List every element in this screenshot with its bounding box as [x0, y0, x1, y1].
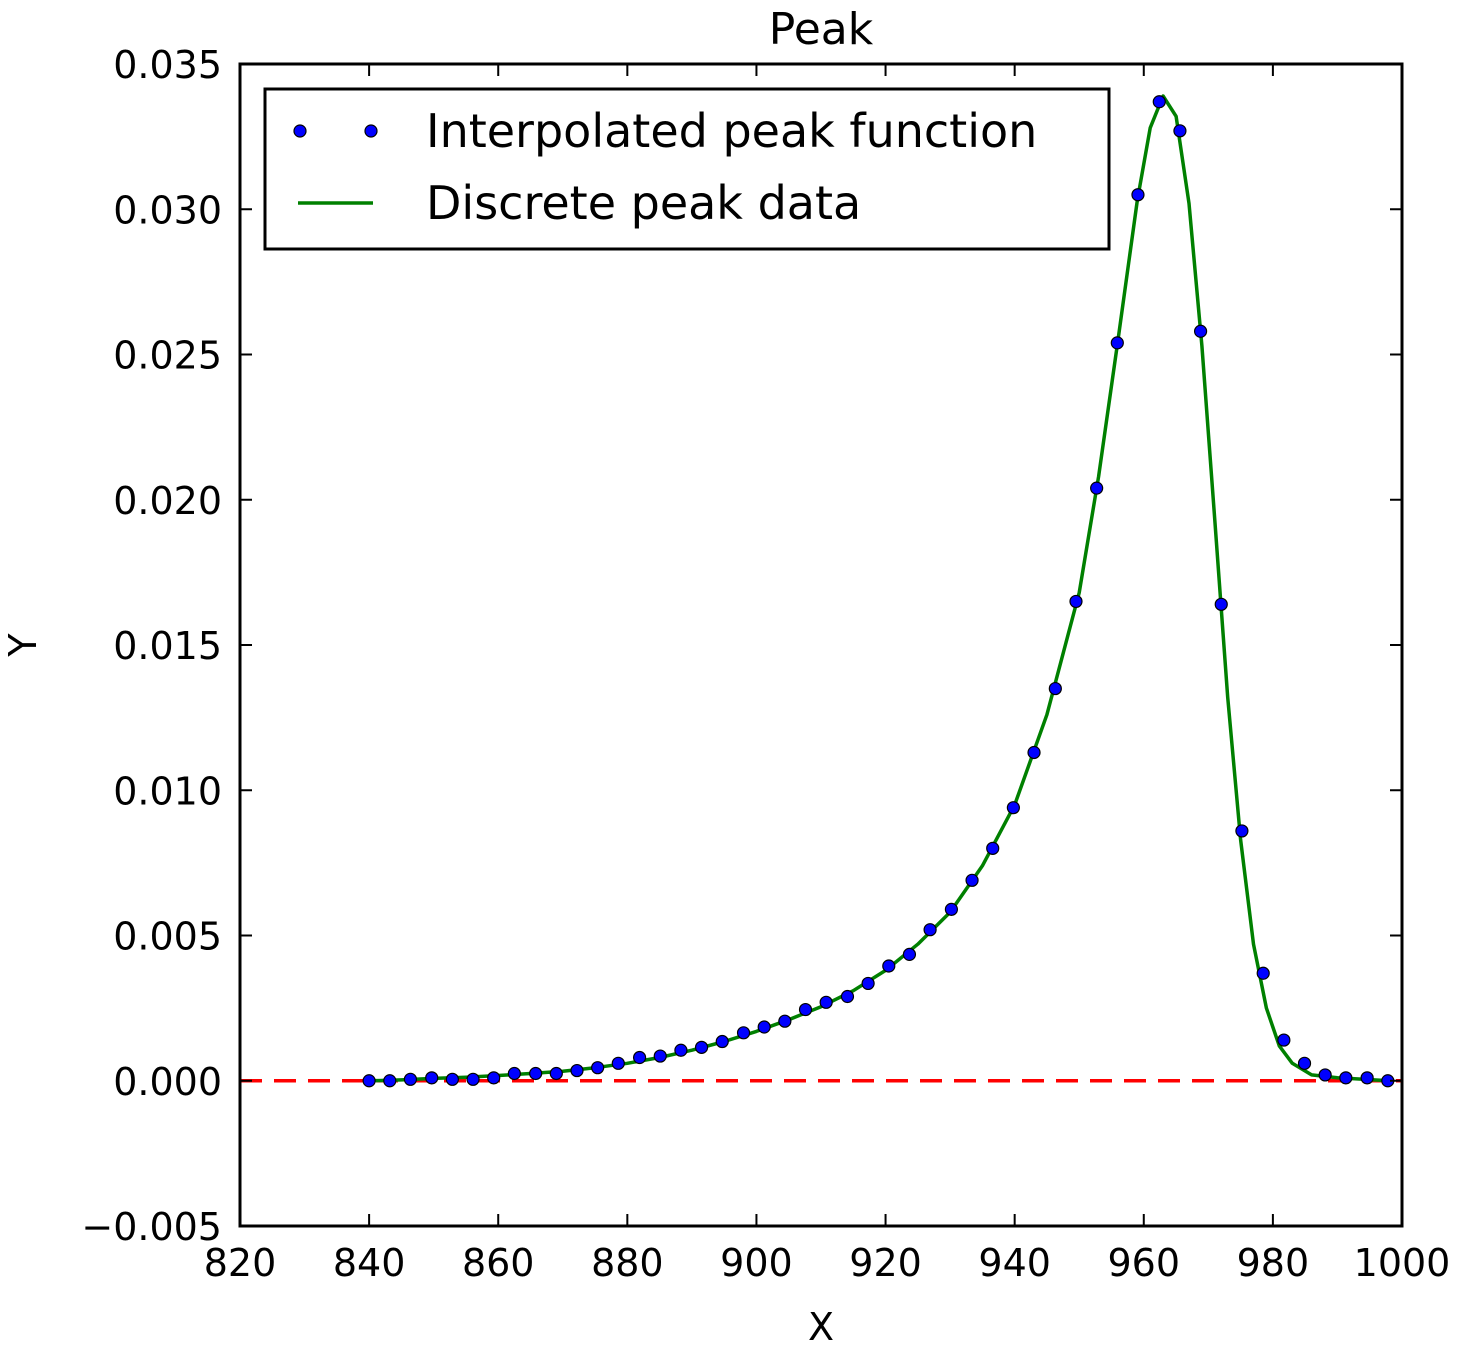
- interpolated-point: [1360, 1071, 1374, 1085]
- legend-box: [263, 87, 1111, 251]
- interpolated-point: [944, 902, 959, 916]
- chart-title: Peak: [769, 4, 874, 55]
- discrete-peak-line: [369, 94, 1390, 1083]
- interpolated-point: [882, 959, 896, 973]
- interpolated-point: [591, 1061, 605, 1075]
- x-tick-label: 920: [849, 1241, 922, 1285]
- interpolated-point: [840, 989, 855, 1004]
- interpolated-point: [1339, 1071, 1353, 1085]
- interpolated-point: [923, 923, 937, 937]
- y-tick-label: 0.025: [113, 334, 222, 378]
- y-tick-label: −0.005: [81, 1205, 222, 1249]
- legend-marker: [293, 124, 307, 138]
- y-tick-label: 0.000: [113, 1060, 222, 1104]
- y-tick-label: 0.030: [113, 188, 222, 232]
- interpolated-point: [798, 1002, 813, 1017]
- interpolated-point: [611, 1056, 625, 1070]
- interpolated-point: [1297, 1056, 1312, 1070]
- x-tick-label: 1000: [1354, 1241, 1451, 1285]
- x-tick-label: 820: [204, 1241, 277, 1285]
- x-tick-label: 860: [462, 1241, 535, 1285]
- interpolated-point: [403, 1072, 418, 1086]
- interpolated-point: [715, 1034, 729, 1049]
- interpolated-point: [1069, 594, 1083, 609]
- x-tick-label: 940: [978, 1241, 1051, 1285]
- interpolated-point: [986, 841, 1000, 855]
- interpolated-point: [861, 976, 875, 991]
- x-tick-label: 840: [333, 1241, 406, 1285]
- x-tick-label: 960: [1108, 1241, 1181, 1285]
- legend-label-discrete: Discrete peak data: [426, 176, 861, 230]
- interpolated-point: [529, 1066, 543, 1081]
- y-tick-label: 0.005: [113, 915, 222, 959]
- interpolated-point: [487, 1071, 501, 1085]
- interpolated-point: [1256, 966, 1270, 980]
- interpolated-point: [362, 1074, 376, 1088]
- interpolated-point: [819, 995, 833, 1009]
- interpolated-point: [694, 1040, 709, 1054]
- interpolated-point: [1131, 188, 1145, 202]
- interpolated-point: [965, 873, 979, 887]
- interpolated-point: [383, 1074, 397, 1088]
- interpolated-point: [674, 1043, 688, 1057]
- x-tick-label: 900: [720, 1241, 793, 1285]
- interpolated-point: [570, 1063, 584, 1078]
- interpolated-point: [1152, 95, 1166, 109]
- interpolated-point: [507, 1066, 521, 1081]
- interpolated-point: [1006, 801, 1020, 815]
- legend-label-interpolated: Interpolated peak function: [426, 104, 1037, 158]
- y-axis-label: Y: [1, 633, 45, 658]
- axis-ticks: 820 840 860 880 900 920 940 960 980 1000 −0.005 0.0…: [81, 43, 1450, 1285]
- interpolated-point: [425, 1071, 439, 1085]
- x-tick-label: 880: [591, 1241, 664, 1285]
- interpolated-point: [1027, 745, 1041, 760]
- interpolated-point: [1318, 1068, 1332, 1082]
- interpolated-point: [445, 1072, 459, 1086]
- interpolated-point: [1090, 481, 1104, 495]
- interpolated-point: [1214, 597, 1228, 611]
- interpolated-point: [632, 1050, 647, 1065]
- interpolated-point: [757, 1020, 771, 1034]
- interpolated-point: [1173, 124, 1187, 138]
- axes-frame: [238, 62, 1404, 1228]
- legend-marker: [364, 124, 378, 138]
- interpolated-point: [1048, 681, 1062, 696]
- interpolated-point: [1110, 336, 1124, 350]
- interpolated-point: [1235, 824, 1249, 838]
- interpolated-point: [466, 1072, 480, 1086]
- interpolated-point: [1277, 1033, 1291, 1047]
- plot-area: [240, 94, 1402, 1088]
- legend: Interpolated peak function Discrete peak …: [263, 87, 1111, 251]
- x-tick-label: 980: [1237, 1241, 1310, 1285]
- y-tick-label: 0.015: [113, 624, 222, 668]
- y-tick-label: 0.035: [113, 43, 222, 87]
- x-axis-label: X: [808, 1305, 834, 1349]
- interpolated-point: [1193, 324, 1208, 338]
- interpolated-point: [653, 1049, 667, 1063]
- y-tick-label: 0.020: [113, 479, 222, 523]
- y-tick-label: 0.010: [113, 769, 222, 813]
- interpolated-point: [778, 1014, 792, 1028]
- interpolated-point: [549, 1066, 563, 1081]
- interpolated-point: [736, 1026, 751, 1040]
- interpolated-point: [902, 947, 917, 961]
